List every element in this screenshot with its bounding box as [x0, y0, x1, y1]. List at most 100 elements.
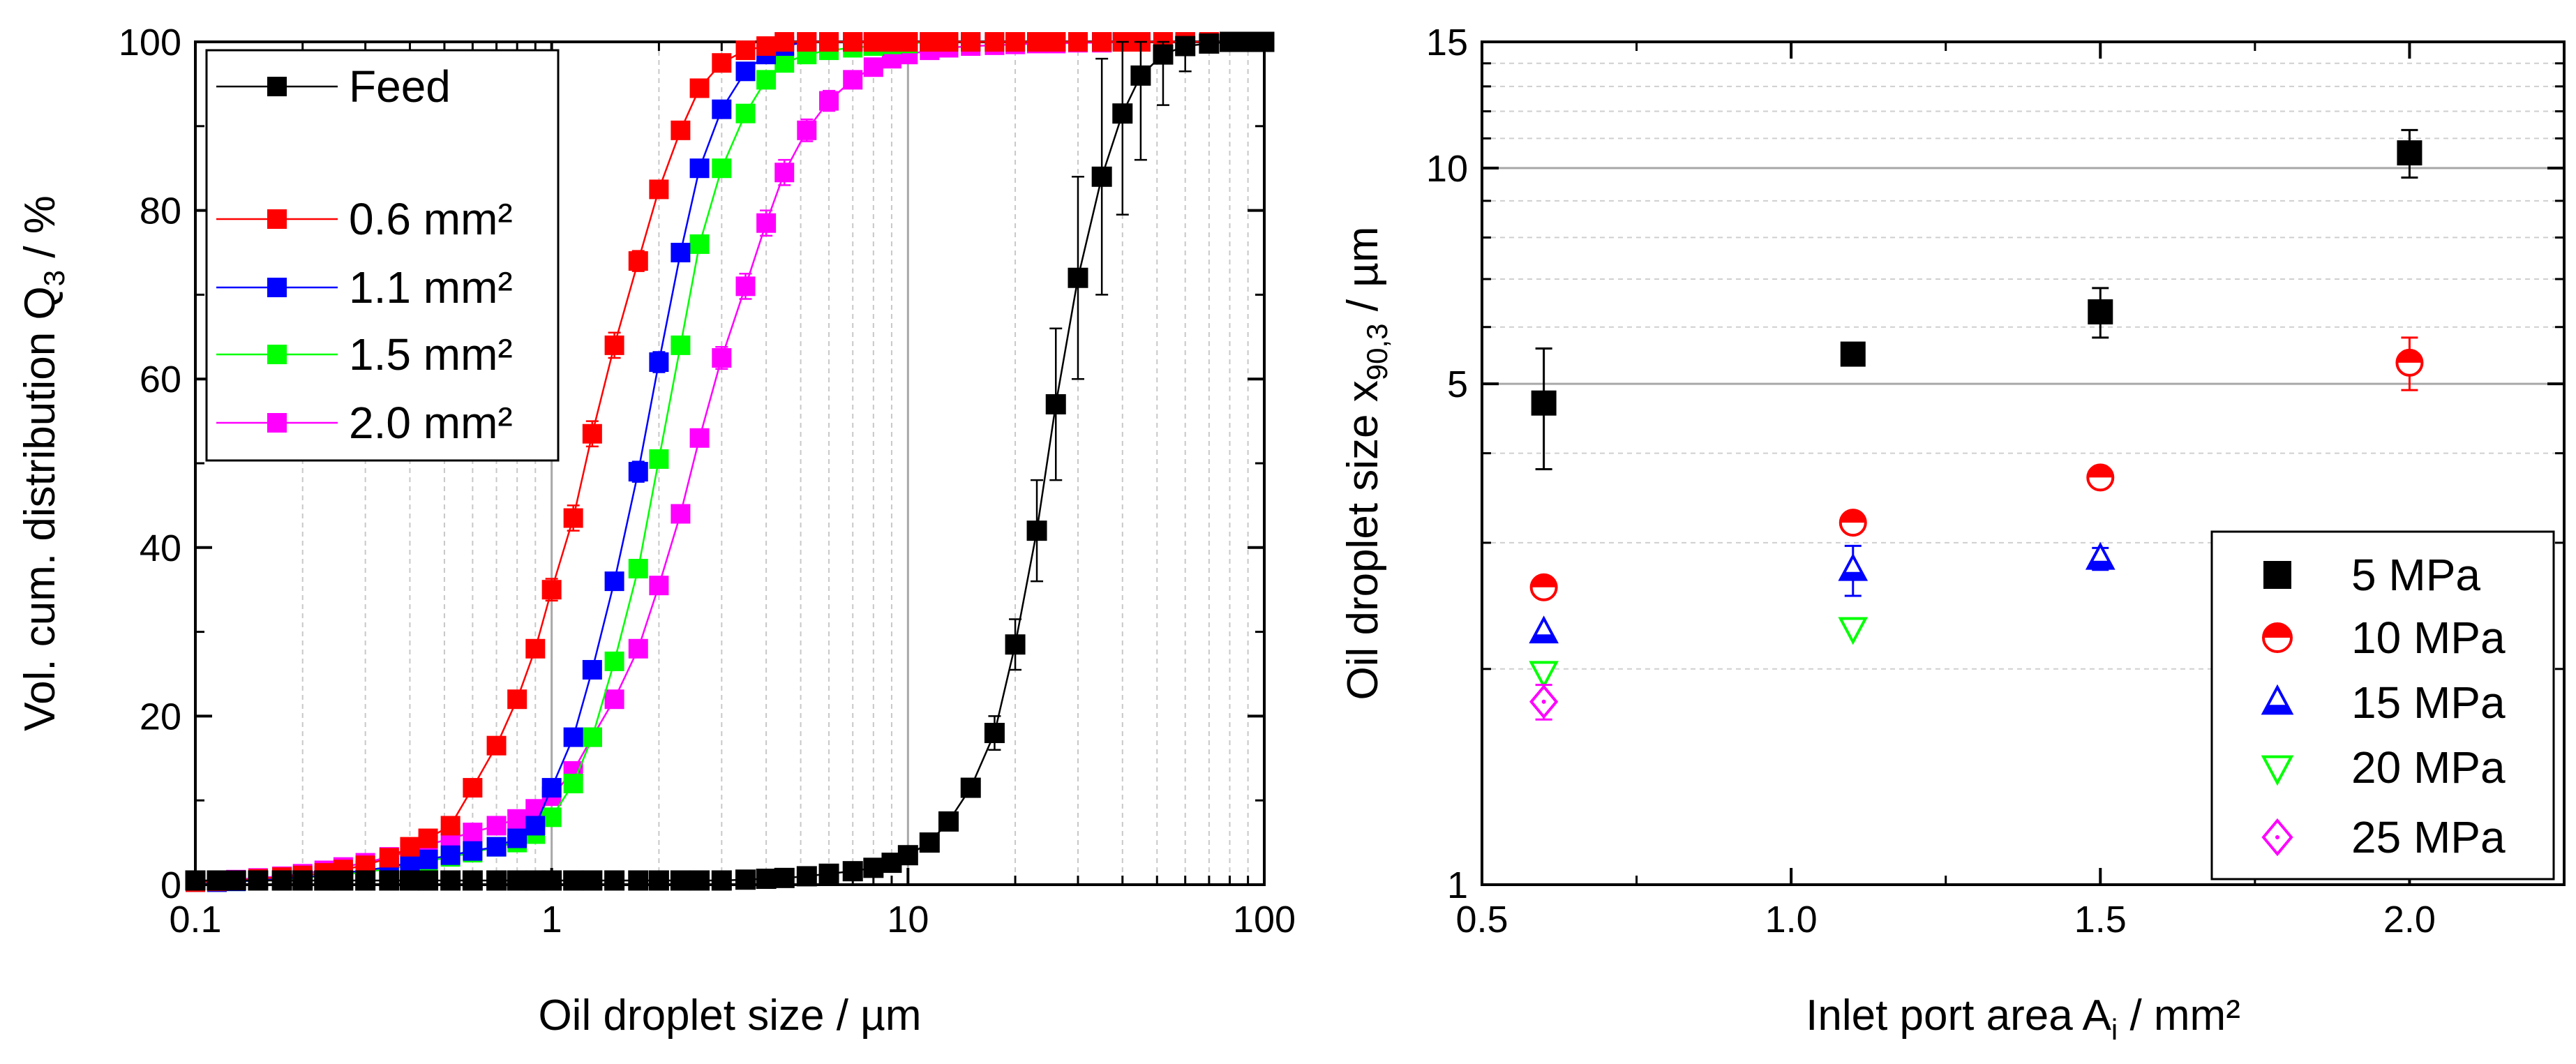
data-point — [486, 870, 507, 891]
legend-label: 2.0 mm² — [349, 398, 513, 448]
marker-half-circle — [1839, 509, 1867, 537]
data-point — [628, 251, 648, 271]
data-point — [1091, 166, 1112, 187]
data-point — [628, 638, 648, 659]
series-line — [195, 40, 1264, 883]
x-axis: 0.1 1 10 100 Oil droplet size / µm — [169, 42, 1296, 1040]
y-label-part: / µm — [1339, 226, 1387, 323]
data-point — [604, 571, 624, 592]
data-point — [671, 243, 691, 262]
y-tick-label: 20 — [140, 696, 181, 737]
data-point — [628, 559, 648, 578]
legend-item-feed: Feed — [216, 61, 451, 112]
y-tick-label: 10 — [1426, 148, 1468, 190]
data-point — [604, 870, 625, 891]
data-point — [1005, 634, 1026, 655]
y-tick-label: 100 — [119, 22, 181, 63]
marker-half-circle — [2086, 463, 2115, 492]
data-point — [541, 778, 562, 798]
data-point — [689, 234, 710, 254]
data-point — [819, 32, 839, 52]
data-point — [842, 861, 863, 882]
y-axis-label: Oil droplet size x90,3 / µm — [1339, 226, 1393, 700]
data-point — [563, 727, 583, 747]
legend-item-2-0-mm: 2.0 mm² — [216, 398, 513, 448]
data-point — [628, 462, 648, 482]
data-point — [960, 777, 981, 798]
data-point — [582, 727, 602, 747]
y-tick-label: 40 — [140, 527, 181, 569]
data-point — [711, 870, 732, 891]
data-point — [1254, 31, 1275, 52]
data-point — [1220, 31, 1241, 52]
legend-marker — [267, 345, 287, 364]
data-point — [689, 78, 710, 98]
marker-half-circle — [2262, 622, 2293, 653]
data-point — [355, 870, 376, 891]
data-point — [920, 32, 940, 52]
data-point — [689, 428, 710, 448]
data-point — [462, 870, 483, 891]
data-point — [1045, 394, 1066, 414]
data-point — [248, 870, 269, 891]
legend-label: 0.6 mm² — [349, 194, 513, 244]
data-point — [604, 335, 624, 355]
legend-label: 5 MPa — [2351, 550, 2480, 600]
square-marker — [1531, 390, 1557, 416]
data-point — [400, 837, 420, 857]
legend-label: 10 MPa — [2351, 613, 2506, 663]
data-point — [843, 32, 863, 52]
diamond-dot — [2275, 835, 2279, 839]
data-point — [333, 870, 354, 891]
x-tick-label: 1.5 — [2074, 899, 2127, 941]
legend-marker — [267, 77, 287, 96]
data-point — [399, 870, 420, 891]
diamond-dot — [1541, 699, 1546, 704]
data-point — [984, 32, 1005, 52]
series-15-mpa — [1529, 541, 2116, 644]
data-point — [843, 70, 863, 90]
data-point — [1130, 65, 1151, 86]
data-point — [541, 580, 562, 600]
data-point — [440, 870, 461, 891]
marker-triangle-up — [1838, 553, 1869, 581]
data-point — [774, 32, 795, 52]
legend-item-1-5-mm: 1.5 mm² — [216, 329, 513, 380]
square-marker — [2263, 561, 2291, 589]
series-line — [195, 40, 1264, 882]
data-point — [796, 866, 817, 887]
data-point — [649, 179, 669, 200]
legend-item-15-mpa: 15 MPa — [2261, 677, 2506, 728]
x-label-part: i — [2111, 1013, 2118, 1046]
data-point — [225, 870, 246, 891]
data-point — [507, 809, 527, 829]
x-axis-label: Inlet port area Ai / mm² — [1806, 991, 2240, 1046]
data-point — [314, 870, 335, 891]
data-point — [818, 863, 839, 884]
square-marker — [1840, 341, 1866, 367]
legend-label: Feed — [349, 61, 451, 112]
triangle-fill — [1840, 571, 1866, 580]
marker-half-circle — [2395, 348, 2424, 377]
data-point — [1112, 103, 1133, 124]
x-tick-label: 1 — [541, 899, 562, 941]
legend-item-0-6-mm: 0.6 mm² — [216, 194, 513, 244]
data-point — [486, 837, 507, 857]
data-point — [271, 870, 292, 891]
series-25-mpa — [1529, 684, 1559, 721]
data-point — [582, 870, 603, 891]
triangle-outline — [1529, 661, 1559, 689]
x-tick-label: 1.0 — [1765, 899, 1818, 941]
data-point — [819, 91, 839, 111]
circle-top-half — [1840, 510, 1866, 523]
y-axis: 0 20 40 60 80 100 Vol. cum. distribution Q3 / … — [16, 22, 1264, 906]
triangle-fill — [1531, 634, 1557, 643]
data-point — [440, 816, 460, 836]
y-label-part: Oil droplet size x — [1339, 380, 1387, 700]
series-10-mpa — [1529, 336, 2424, 601]
data-point — [774, 53, 795, 73]
data-point — [1026, 520, 1047, 541]
